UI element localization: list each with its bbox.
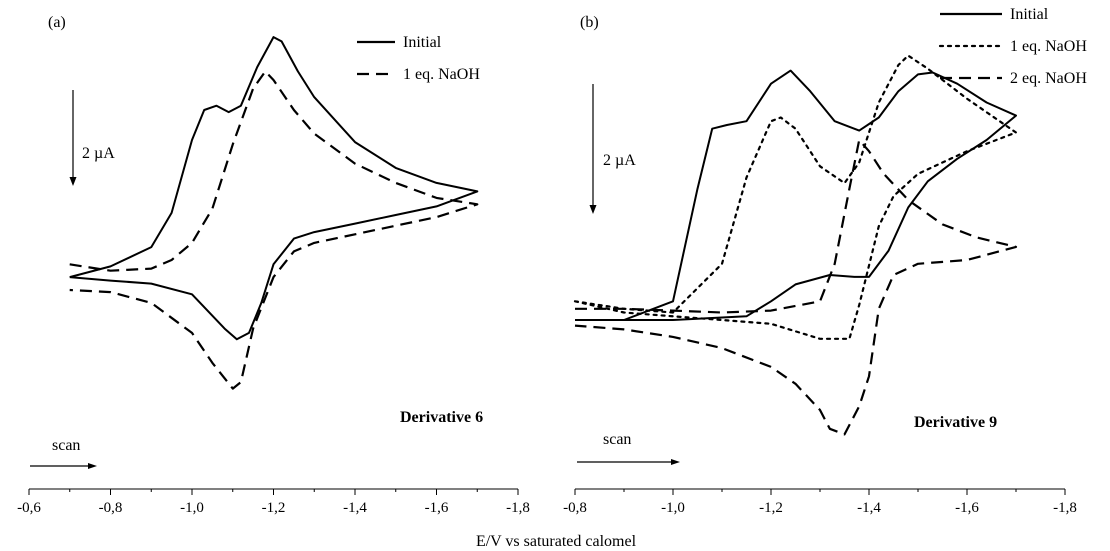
panel-b: -0,8 -1,0 -1,2 -1,4 -1,6 -1,8 (b) 2 µA scan Deriv… [563, 6, 1087, 516]
x-tick-label: -1,8 [506, 500, 530, 516]
scan-arrowhead [88, 463, 97, 469]
scale-bar-arrowhead [69, 177, 77, 186]
x-tick-label: -1,2 [759, 500, 783, 516]
panel-label: (b) [580, 14, 599, 31]
scale-bar-arrowhead [589, 205, 597, 214]
derivative-label: Derivative 9 [914, 414, 997, 431]
x-tick-label: -1,4 [857, 500, 881, 516]
legend-label: 2 eq. NaOH [1010, 70, 1087, 87]
derivative-label: Derivative 6 [400, 409, 483, 426]
scan-arrowhead [671, 459, 680, 465]
x-tick-label: -1,6 [425, 500, 449, 516]
legend-label: Initial [403, 34, 442, 51]
x-tick-label: -1,0 [661, 500, 685, 516]
x-axis-title: E/V vs saturated calomel [476, 533, 637, 550]
panel-a: -0,6 -0,8 -1,0 -1,2 -1,4 -1,6 -1,8 (a) 2 µA scan D… [17, 14, 530, 516]
x-tick-label: -0,8 [563, 500, 587, 516]
panel-label: (a) [48, 14, 66, 31]
legend-label: Initial [1010, 6, 1049, 23]
x-tick-label: -1,4 [343, 500, 367, 516]
x-tick-label: -1,2 [262, 500, 286, 516]
scale-bar-label: 2 µA [82, 145, 115, 162]
scan-label: scan [603, 431, 631, 448]
x-tick-label: -1,8 [1053, 500, 1077, 516]
x-tick-label: -1,6 [955, 500, 979, 516]
x-tick-label: -1,0 [180, 500, 204, 516]
x-tick-label: -0,8 [99, 500, 123, 516]
series-line-1-eq-naoh [69, 70, 479, 390]
legend-label: 1 eq. NaOH [1010, 38, 1087, 55]
series-line-initial [575, 69, 1017, 321]
x-tick-label: -0,6 [17, 500, 41, 516]
legend-label: 1 eq. NaOH [403, 66, 480, 83]
scale-bar-label: 2 µA [603, 152, 636, 169]
series-line-2-eq-naoh [574, 138, 1018, 436]
series-line-1-eq-naoh [573, 54, 1018, 340]
scan-label: scan [52, 437, 80, 454]
series-line-initial [69, 36, 479, 341]
